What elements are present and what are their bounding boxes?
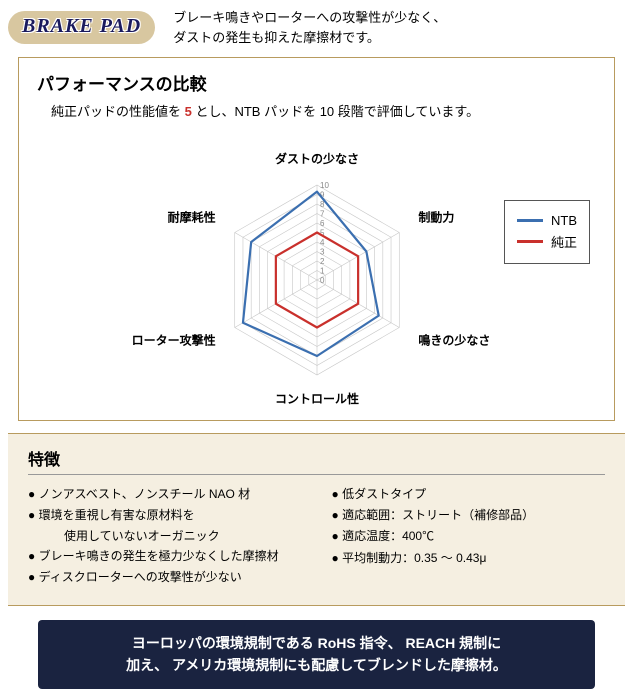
svg-text:7: 7 [320,210,325,219]
badge-text: BRAKE PAD [22,15,141,37]
legend-swatch [517,240,543,243]
chart-title: パフォーマンスの比較 [37,70,596,95]
compliance-banner: ヨーロッパの環境規制である RoHS 指令、 REACH 規制に 加え、 アメリ… [38,620,595,689]
chart-desc-accent: 5 [185,104,192,119]
svg-text:耐摩耗性: 耐摩耗性 [167,210,215,225]
legend-row-oem: 純正 [517,232,577,251]
chart-area: 012345678910ダストの少なさ制動力鳴きの少なさコントロール性ローター攻… [37,130,596,410]
legend-swatch [517,219,543,222]
chart-desc-post: とし、NTB パッドを 10 段階で評価しています。 [192,104,479,119]
svg-text:6: 6 [320,219,325,228]
radar-chart: 012345678910ダストの少なさ制動力鳴きの少なさコントロール性ローター攻… [117,130,517,410]
svg-text:ローター攻撃性: ローター攻撃性 [131,333,215,348]
svg-text:制動力: 制動力 [418,210,454,225]
tagline-line2: ダストの発生も抑えた摩擦材です。 [173,30,380,45]
feature-item: ● ディスクローターへの攻撃性が少ない [28,568,302,587]
tagline-line1: ブレーキ鳴きやローターへの攻撃性が少なく、 [173,10,446,25]
legend-label: 純正 [551,232,577,251]
svg-text:コントロール性: コントロール性 [274,391,358,406]
feature-item: ● 低ダストタイプ [332,485,606,504]
legend-row-ntb: NTB [517,213,577,228]
svg-text:0: 0 [320,276,325,285]
features-section: 特徴 ● ノンアスベスト、ノンスチール NAO 材 ● 環境を重視し有害な原材料を… [8,433,625,606]
tagline: ブレーキ鳴きやローターへの攻撃性が少なく、 ダストの発生も抑えた摩擦材です。 [173,8,446,47]
svg-text:鳴きの少なさ: 鳴きの少なさ [418,333,490,348]
feature-item: ● 適応温度：400℃ [332,527,606,546]
header-row: BRAKE PAD ブレーキ鳴きやローターへの攻撃性が少なく、 ダストの発生も抑… [8,8,625,47]
banner-line1: ヨーロッパの環境規制である RoHS 指令、 REACH 規制に [132,635,501,651]
product-badge: BRAKE PAD [8,11,155,44]
chart-legend: NTB 純正 [504,200,590,264]
feature-item-sub: 使用していないオーガニック [64,527,302,546]
feature-item: ● 環境を重視し有害な原材料を [28,506,302,525]
svg-text:ダストの少なさ: ダストの少なさ [274,151,358,166]
svg-text:10: 10 [320,181,329,190]
svg-text:2: 2 [320,257,325,266]
legend-label: NTB [551,213,577,228]
features-title: 特徴 [28,446,605,475]
features-col-right: ● 低ダストタイプ ● 適応範囲：ストリート（補修部品） ● 適応温度：400℃ ● … [332,485,606,589]
chart-desc: 純正パッドの性能値を 5 とし、NTB パッドを 10 段階で評価しています。 [51,101,596,120]
feature-item: ● ノンアスベスト、ノンスチール NAO 材 [28,485,302,504]
feature-item: ● ブレーキ鳴きの発生を極力少なくした摩擦材 [28,547,302,566]
features-col-left: ● ノンアスベスト、ノンスチール NAO 材 ● 環境を重視し有害な原材料を使用し… [28,485,302,589]
svg-text:3: 3 [320,248,325,257]
svg-text:4: 4 [320,238,325,247]
performance-chart-box: パフォーマンスの比較 純正パッドの性能値を 5 とし、NTB パッドを 10 段… [18,57,615,421]
features-cols: ● ノンアスベスト、ノンスチール NAO 材 ● 環境を重視し有害な原材料を使用し… [28,485,605,589]
feature-item: ● 平均制動力：0.35 〜 0.43μ [332,549,606,568]
chart-desc-pre: 純正パッドの性能値を [51,104,185,119]
banner-line2: 加え、 アメリカ環境規制にも配慮してブレンドした摩擦材。 [126,657,507,673]
feature-item: ● 適応範囲：ストリート（補修部品） [332,506,606,525]
svg-text:1: 1 [320,267,325,276]
